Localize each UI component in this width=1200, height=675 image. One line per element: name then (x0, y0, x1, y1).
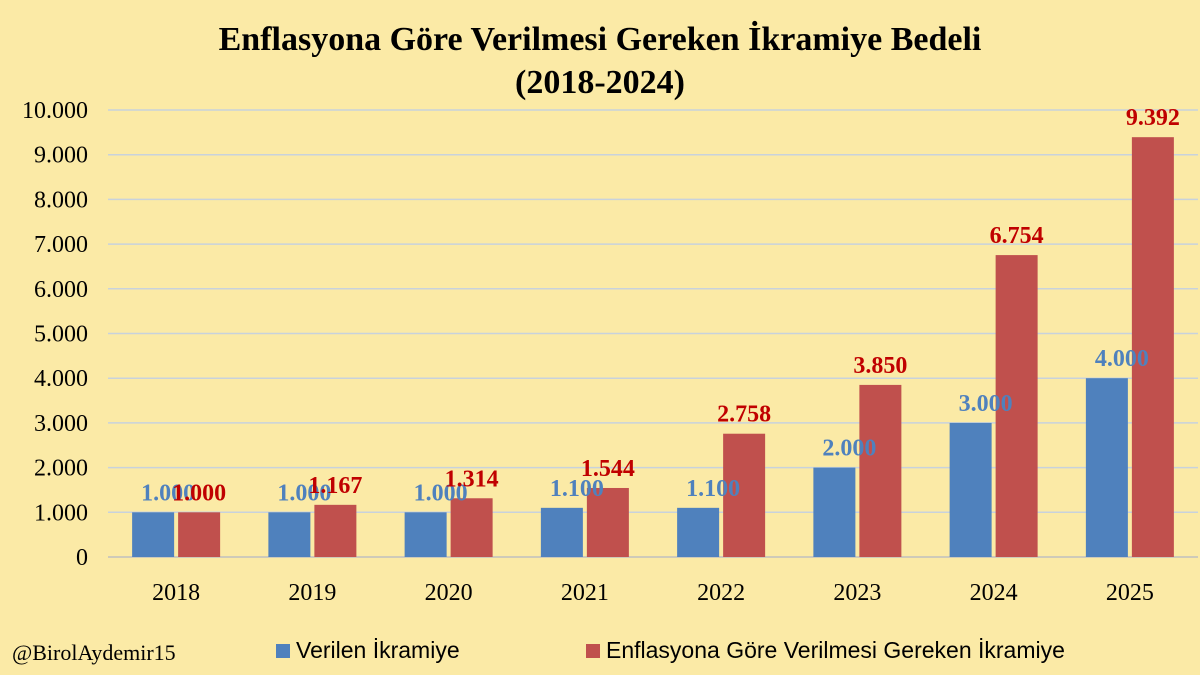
legend-label-verilen: Verilen İkramiye (296, 637, 460, 663)
credit-text: @BirolAydemir15 (12, 640, 176, 665)
bar-gereken (586, 487, 629, 557)
x-tick-label: 2020 (425, 580, 473, 606)
bar-verilen (540, 507, 583, 557)
y-tick-label: 2.000 (34, 456, 88, 482)
bar-verilen (813, 467, 856, 557)
chart-subtitle: (2018-2024) (515, 64, 685, 101)
data-label-gereken: 1.544 (581, 456, 635, 482)
legend-swatch-gereken (586, 644, 600, 658)
data-label-gereken: 1.314 (445, 466, 499, 492)
data-label-verilen: 4.000 (1095, 346, 1149, 372)
bar-verilen (949, 422, 992, 557)
bars (132, 137, 1174, 558)
legend: Verilen İkramiye Enflasyona Göre Verilme… (276, 637, 1065, 663)
x-tick-label: 2025 (1106, 580, 1154, 606)
x-tick-label: 2023 (833, 580, 881, 606)
legend-swatch-verilen (276, 644, 290, 658)
data-label-gereken: 9.392 (1126, 105, 1180, 131)
x-tick-label: 2018 (152, 580, 200, 606)
y-tick-label: 3.000 (34, 411, 88, 437)
chart-title: Enflasyona Göre Verilmesi Gereken İkrami… (219, 20, 982, 58)
data-label-verilen: 1.000 (141, 480, 195, 506)
y-tick-label: 5.000 (34, 322, 88, 348)
data-label-verilen: 1.100 (686, 476, 740, 502)
y-axis-ticks: 0 1.000 2.000 3.000 4.000 5.000 6.000 7.000 8.00… (22, 98, 88, 571)
data-label-gereken: 1.167 (308, 473, 362, 499)
x-tick-label: 2019 (288, 580, 336, 606)
y-tick-label: 8.000 (34, 187, 88, 213)
bar-verilen (1085, 378, 1128, 557)
bar-gereken (859, 384, 902, 557)
y-tick-label: 6.000 (34, 277, 88, 303)
x-tick-label: 2021 (561, 580, 609, 606)
y-tick-label: 9.000 (34, 143, 88, 169)
bar-verilen (132, 512, 175, 557)
data-label-verilen: 1.100 (550, 476, 604, 502)
bar-gereken (450, 498, 493, 557)
bar-verilen (677, 507, 720, 557)
data-label-verilen: 1.000 (277, 480, 331, 506)
y-tick-label: 0 (76, 545, 88, 571)
y-tick-label: 4.000 (34, 366, 88, 392)
bar-gereken (995, 255, 1038, 558)
data-label-gereken: 2.758 (717, 402, 771, 428)
bar-verilen (268, 512, 311, 557)
data-label-verilen: 1.000 (414, 480, 468, 506)
y-tick-label: 7.000 (34, 232, 88, 258)
x-tick-label: 2022 (697, 580, 745, 606)
legend-label-gereken: Enflasyona Göre Verilmesi Gereken İkrami… (606, 637, 1065, 663)
bar-gereken (1131, 137, 1174, 557)
bar-gereken (314, 504, 357, 557)
x-tick-label: 2024 (970, 580, 1018, 606)
x-axis-ticks: 2018 2019 2020 2021 2022 2023 2024 2025 (152, 580, 1154, 606)
bar-verilen (404, 512, 447, 557)
y-tick-label: 1.000 (34, 500, 88, 526)
data-label-gereken: 3.850 (853, 353, 907, 379)
data-label-verilen: 3.000 (959, 391, 1013, 417)
data-label-gereken: 6.754 (990, 223, 1044, 249)
bar-gereken (723, 433, 766, 557)
data-label-gereken: 1.000 (172, 480, 226, 506)
data-label-verilen: 2.000 (822, 436, 876, 462)
bar-gereken (178, 512, 221, 557)
y-tick-label: 10.000 (22, 98, 88, 124)
